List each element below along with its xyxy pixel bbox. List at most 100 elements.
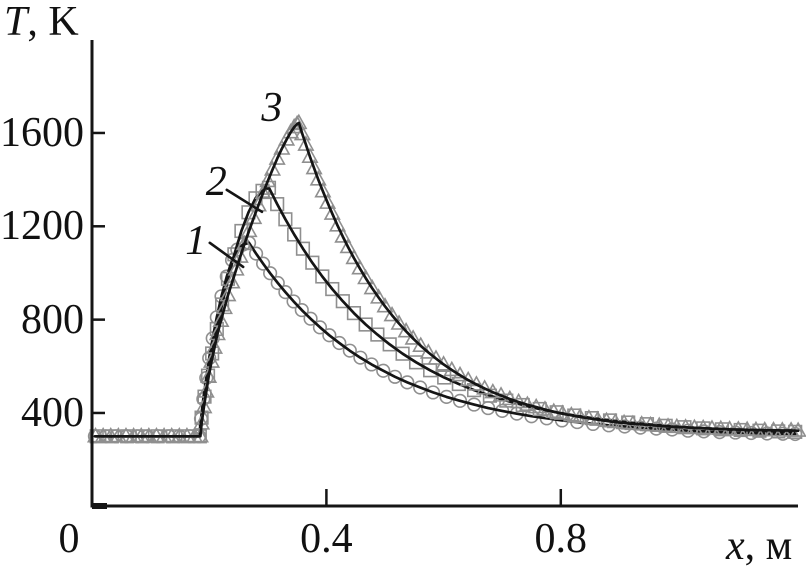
triangle-marker bbox=[351, 259, 369, 275]
triangle-marker bbox=[390, 314, 408, 330]
triangle-marker bbox=[357, 268, 375, 285]
square-marker bbox=[295, 241, 311, 256]
circle-marker bbox=[332, 335, 347, 351]
triangle-marker bbox=[223, 273, 241, 289]
curve-1-leader-line bbox=[208, 241, 245, 269]
triangle-marker bbox=[427, 349, 445, 365]
circle-marker bbox=[376, 363, 391, 378]
y-tick-label: 400 bbox=[21, 389, 84, 436]
triangle-marker bbox=[383, 305, 401, 322]
x-axis-symbol: x bbox=[726, 523, 745, 569]
square-marker bbox=[335, 294, 350, 309]
circle-marker bbox=[294, 302, 309, 318]
x-tick-label: 0 bbox=[58, 516, 80, 562]
triangle-marker bbox=[323, 204, 341, 220]
triangle-marker bbox=[268, 149, 286, 165]
triangle-marker bbox=[259, 171, 277, 188]
circle-marker bbox=[303, 311, 318, 326]
triangle-marker bbox=[419, 343, 437, 359]
circle-marker bbox=[452, 393, 468, 408]
circle-marker bbox=[278, 285, 293, 300]
square-marker bbox=[305, 255, 320, 270]
y-axis-title: T, K bbox=[4, 0, 79, 44]
circle-marker bbox=[353, 350, 368, 365]
square-marker bbox=[437, 370, 452, 385]
triangle-marker bbox=[219, 285, 237, 302]
x-axis-unit: , м bbox=[744, 523, 793, 569]
triangle-marker bbox=[309, 170, 327, 186]
circle-marker bbox=[425, 385, 441, 400]
series-3-line bbox=[94, 121, 800, 438]
square-marker bbox=[370, 327, 385, 342]
triangle-marker bbox=[301, 147, 319, 163]
triangle-marker bbox=[328, 216, 347, 232]
square-marker bbox=[451, 376, 466, 392]
circle-marker bbox=[342, 343, 357, 358]
triangle-marker bbox=[404, 329, 422, 345]
y-axis-unit: , K bbox=[27, 0, 79, 45]
curve-2-leader-line bbox=[225, 188, 264, 214]
square-marker bbox=[346, 306, 362, 321]
triangle-marker bbox=[235, 234, 253, 251]
triangle-marker bbox=[412, 336, 430, 352]
curve-label-2: 2 bbox=[205, 158, 227, 205]
circle-marker bbox=[263, 266, 278, 281]
curve-label-1: 1 bbox=[185, 218, 207, 264]
triangle-marker bbox=[285, 117, 303, 134]
circle-marker bbox=[387, 369, 403, 384]
y-tick-label: 1600 bbox=[0, 109, 84, 156]
triangle-marker bbox=[293, 124, 311, 141]
triangle-marker bbox=[290, 113, 308, 130]
circle-marker bbox=[312, 320, 328, 335]
circle-marker bbox=[248, 246, 264, 261]
x-axis-title: x, м bbox=[726, 524, 792, 568]
triangle-marker bbox=[288, 114, 306, 131]
square-marker bbox=[278, 212, 293, 227]
square-marker bbox=[382, 337, 397, 352]
triangle-marker bbox=[334, 227, 352, 243]
square-marker bbox=[287, 227, 302, 242]
triangle-marker bbox=[263, 160, 282, 176]
square-marker bbox=[315, 269, 330, 284]
series-3-markers bbox=[86, 113, 806, 443]
triangle-marker bbox=[314, 182, 332, 198]
triangle-marker bbox=[397, 322, 415, 338]
circle-marker bbox=[256, 256, 271, 271]
axes bbox=[90, 40, 798, 509]
triangle-marker bbox=[227, 260, 245, 276]
triangle-marker bbox=[254, 183, 272, 200]
triangle-marker bbox=[345, 248, 363, 265]
x-tick-label: 0.4 bbox=[300, 516, 353, 562]
square-marker bbox=[270, 197, 285, 212]
triangle-marker bbox=[231, 247, 249, 263]
triangle-marker bbox=[212, 311, 230, 327]
series-3-triangles bbox=[86, 113, 806, 443]
triangle-marker bbox=[376, 297, 394, 313]
triangle-marker bbox=[215, 298, 233, 315]
triangle-marker bbox=[305, 158, 323, 175]
triangle-marker bbox=[369, 288, 388, 304]
y-axis-symbol: T bbox=[4, 0, 28, 45]
circle-marker bbox=[439, 389, 454, 404]
curve-label-3: 3 bbox=[261, 85, 283, 131]
triangle-marker bbox=[245, 208, 263, 225]
triangle-marker bbox=[273, 139, 291, 155]
circle-marker bbox=[286, 294, 301, 309]
circle-marker bbox=[466, 397, 482, 412]
square-marker bbox=[325, 281, 340, 297]
y-tick-label: 800 bbox=[21, 296, 84, 343]
circle-marker bbox=[413, 380, 428, 395]
circle-marker bbox=[322, 328, 337, 343]
triangle-marker bbox=[339, 237, 357, 254]
y-tick-label: 1200 bbox=[0, 203, 84, 250]
circle-marker bbox=[400, 375, 415, 390]
x-tick-label: 0.8 bbox=[534, 516, 588, 562]
triangle-marker bbox=[363, 278, 381, 295]
square-marker bbox=[358, 317, 373, 332]
triangle-marker bbox=[319, 193, 337, 209]
square-marker bbox=[395, 346, 410, 361]
circle-marker bbox=[270, 275, 285, 291]
triangle-marker bbox=[297, 135, 315, 151]
